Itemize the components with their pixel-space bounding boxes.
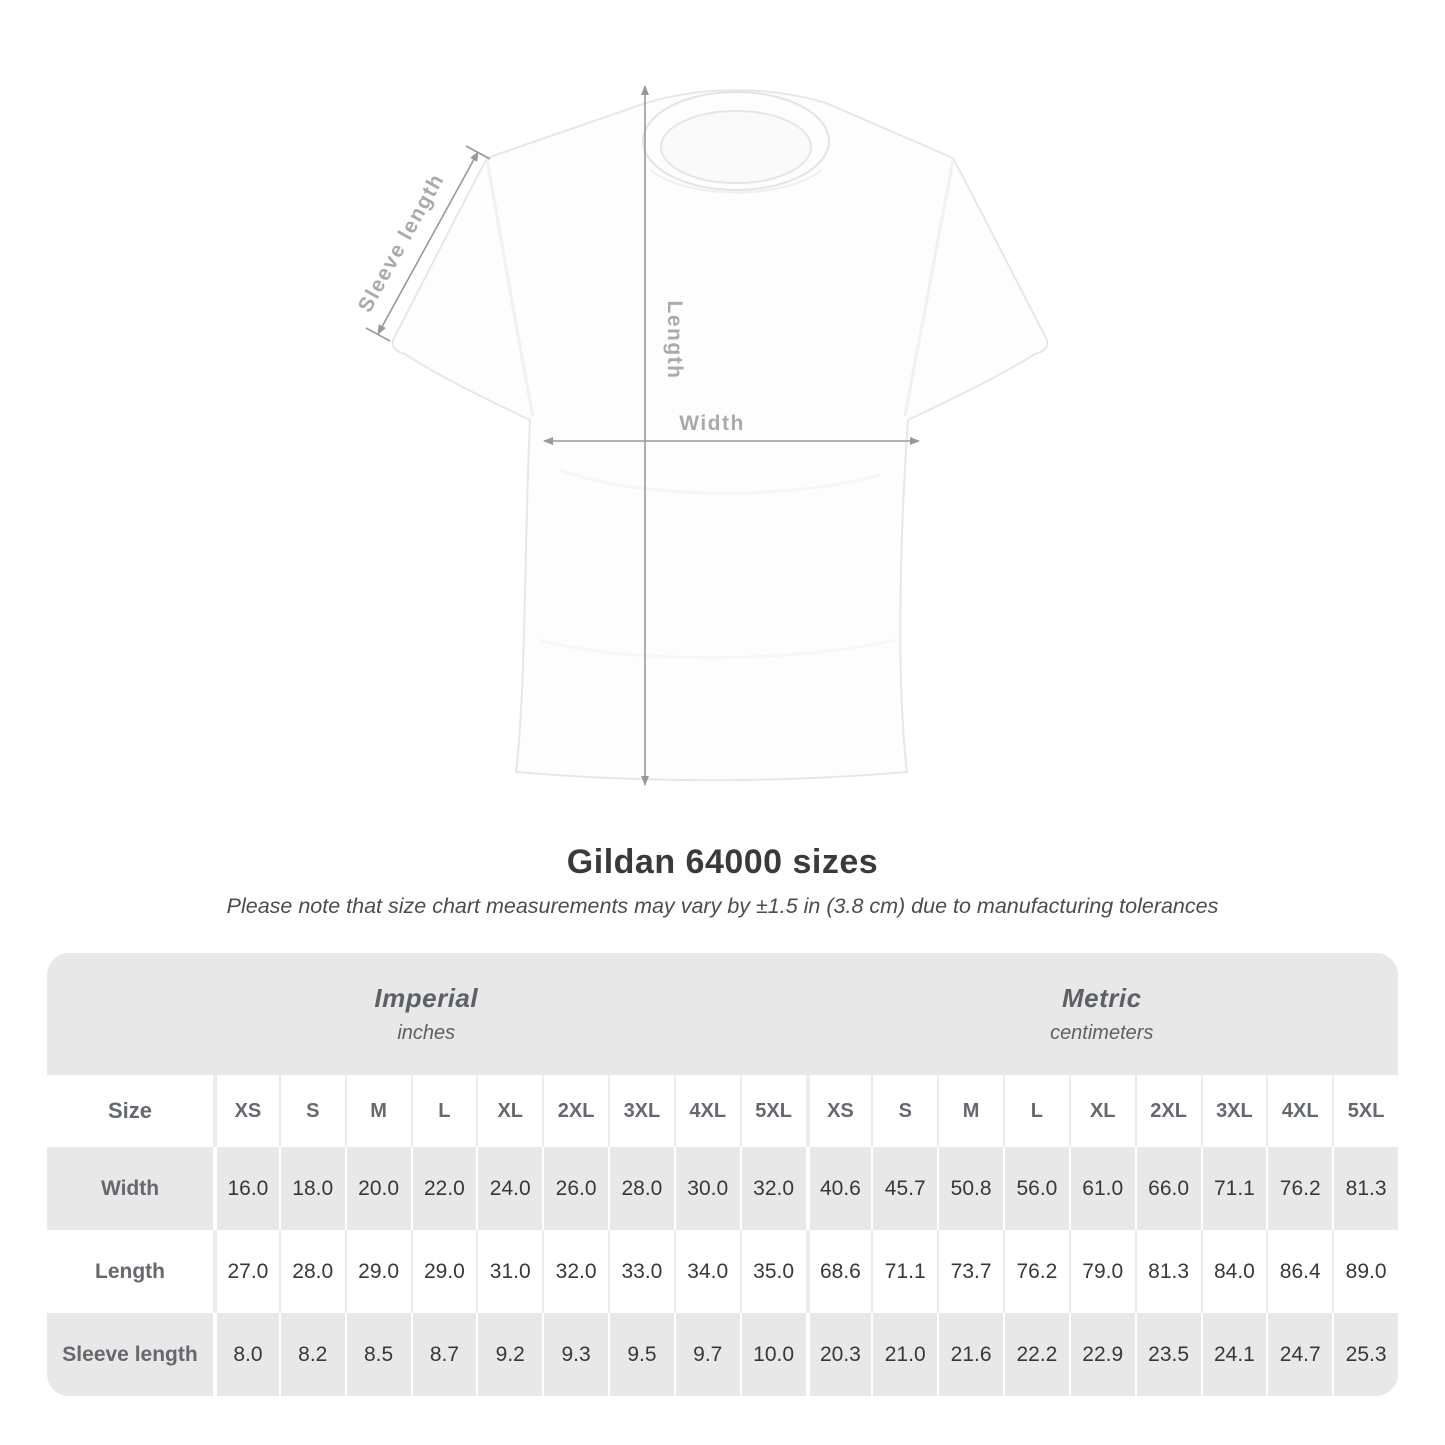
size-header-metric-4xl: 4XL — [1266, 1075, 1333, 1147]
imperial-label: Imperial — [374, 983, 479, 1013]
value-cell: 71.1 — [1200, 1147, 1267, 1230]
metric-label: Metric — [1061, 983, 1142, 1013]
value-cell: 22.2 — [1003, 1313, 1069, 1396]
tshirt-measurement-diagram: Length Width Sleeve length — [354, 85, 1049, 786]
tolerance-note: Please note that size chart measurements… — [226, 894, 1219, 918]
value-cell: 10.0 — [739, 1313, 806, 1396]
value-cell: 23.5 — [1134, 1313, 1201, 1396]
value-cell: 28.0 — [608, 1147, 674, 1230]
value-cell: 8.5 — [344, 1313, 411, 1396]
value-cell: 30.0 — [673, 1147, 740, 1230]
value-cell: 73.7 — [937, 1230, 1003, 1313]
value-cell: 84.0 — [1200, 1230, 1267, 1313]
value-cell: 89.0 — [1332, 1230, 1398, 1313]
imperial-unit-label: inches — [397, 1022, 456, 1044]
size-header-imperial-m: M — [344, 1075, 411, 1147]
value-cell: 26.0 — [542, 1147, 608, 1230]
value-cell: 81.3 — [1134, 1230, 1201, 1313]
value-cell: 56.0 — [1003, 1147, 1069, 1230]
collar-inner — [660, 110, 812, 184]
row-label-length: Length — [95, 1259, 165, 1283]
value-cell: 50.8 — [937, 1147, 1003, 1230]
value-cell: 76.2 — [1003, 1230, 1069, 1313]
value-cell: 29.0 — [344, 1230, 411, 1313]
size-header-metric-5xl: 5XL — [1332, 1075, 1398, 1147]
value-cell: 32.0 — [542, 1230, 608, 1313]
value-cell: 40.6 — [805, 1147, 872, 1230]
value-cell: 61.0 — [1068, 1147, 1135, 1230]
size-header-imperial-l: L — [410, 1075, 477, 1147]
value-cell: 31.0 — [476, 1230, 542, 1313]
value-cell: 29.0 — [410, 1230, 477, 1313]
size-header-imperial-5xl: 5XL — [739, 1075, 806, 1147]
value-cell: 20.0 — [344, 1147, 411, 1230]
value-cell: 76.2 — [1266, 1147, 1333, 1230]
size-header-metric-s: S — [871, 1075, 938, 1147]
value-cell: 81.3 — [1332, 1147, 1398, 1230]
value-cell: 27.0 — [213, 1230, 279, 1313]
value-cell: 33.0 — [608, 1230, 674, 1313]
value-cell: 9.3 — [542, 1313, 608, 1396]
value-cell: 32.0 — [739, 1147, 806, 1230]
size-header-metric-2xl: 2XL — [1134, 1075, 1201, 1147]
size-header-metric-xl: XL — [1068, 1075, 1135, 1147]
value-cell: 18.0 — [278, 1147, 345, 1230]
page-title: Gildan 64000 sizes — [566, 843, 879, 881]
size-header-metric-m: M — [937, 1075, 1003, 1147]
value-cell: 68.6 — [805, 1230, 872, 1313]
value-cell: 8.7 — [410, 1313, 477, 1396]
tshirt-image: Length Width Sleeve length — [354, 85, 1049, 786]
sleeve-length-arrow — [365, 145, 491, 342]
value-cell: 79.0 — [1068, 1230, 1135, 1313]
value-cell: 20.3 — [805, 1313, 872, 1396]
value-cell: 9.7 — [673, 1313, 740, 1396]
value-cell: 9.2 — [476, 1313, 543, 1396]
size-column-header: Size — [47, 1075, 213, 1147]
value-cell: 45.7 — [871, 1147, 938, 1230]
row-label-width: Width — [47, 1147, 213, 1230]
tshirt-silhouette — [391, 89, 1049, 782]
imperial-group-header: Imperial inches — [47, 953, 806, 1075]
value-cell: 8.0 — [213, 1313, 279, 1396]
size-chart-table: Imperial inches Metric centimeters Size X… — [47, 953, 1398, 1396]
metric-unit-label: centimeters — [1050, 1022, 1154, 1044]
size-header-imperial-xs: XS — [213, 1075, 279, 1147]
size-header-metric-3xl: 3XL — [1200, 1075, 1267, 1147]
value-cell: 9.5 — [608, 1313, 674, 1396]
size-header-imperial-s: S — [278, 1075, 345, 1147]
value-cell: 8.2 — [278, 1313, 345, 1396]
length-label: Length — [663, 301, 686, 380]
value-cell: 35.0 — [739, 1230, 806, 1313]
value-cell: 16.0 — [213, 1147, 279, 1230]
size-header-imperial-4xl: 4XL — [673, 1075, 740, 1147]
size-header-imperial-xl: XL — [476, 1075, 543, 1147]
value-cell: 34.0 — [673, 1230, 740, 1313]
value-cell: 22.0 — [410, 1147, 477, 1230]
metric-group-header: Metric centimeters — [805, 953, 1398, 1075]
value-cell: 71.1 — [871, 1230, 937, 1313]
size-header-metric-l: L — [1003, 1075, 1069, 1147]
size-header-imperial-3xl: 3XL — [608, 1075, 674, 1147]
value-cell: 21.6 — [937, 1313, 1003, 1396]
value-cell: 66.0 — [1134, 1147, 1201, 1230]
value-cell: 25.3 — [1332, 1313, 1398, 1396]
value-cell: 22.9 — [1068, 1313, 1135, 1396]
value-cell: 86.4 — [1266, 1230, 1332, 1313]
value-cell: 24.1 — [1200, 1313, 1267, 1396]
value-cell: 28.0 — [278, 1230, 345, 1313]
value-cell: 24.7 — [1266, 1313, 1333, 1396]
value-cell: 21.0 — [871, 1313, 938, 1396]
row-label-sleeve-length: Sleeve length — [47, 1313, 213, 1396]
value-cell: 24.0 — [476, 1147, 543, 1230]
size-header-metric-xs: XS — [805, 1075, 872, 1147]
width-label: Width — [679, 412, 745, 435]
size-header-imperial-2xl: 2XL — [542, 1075, 608, 1147]
